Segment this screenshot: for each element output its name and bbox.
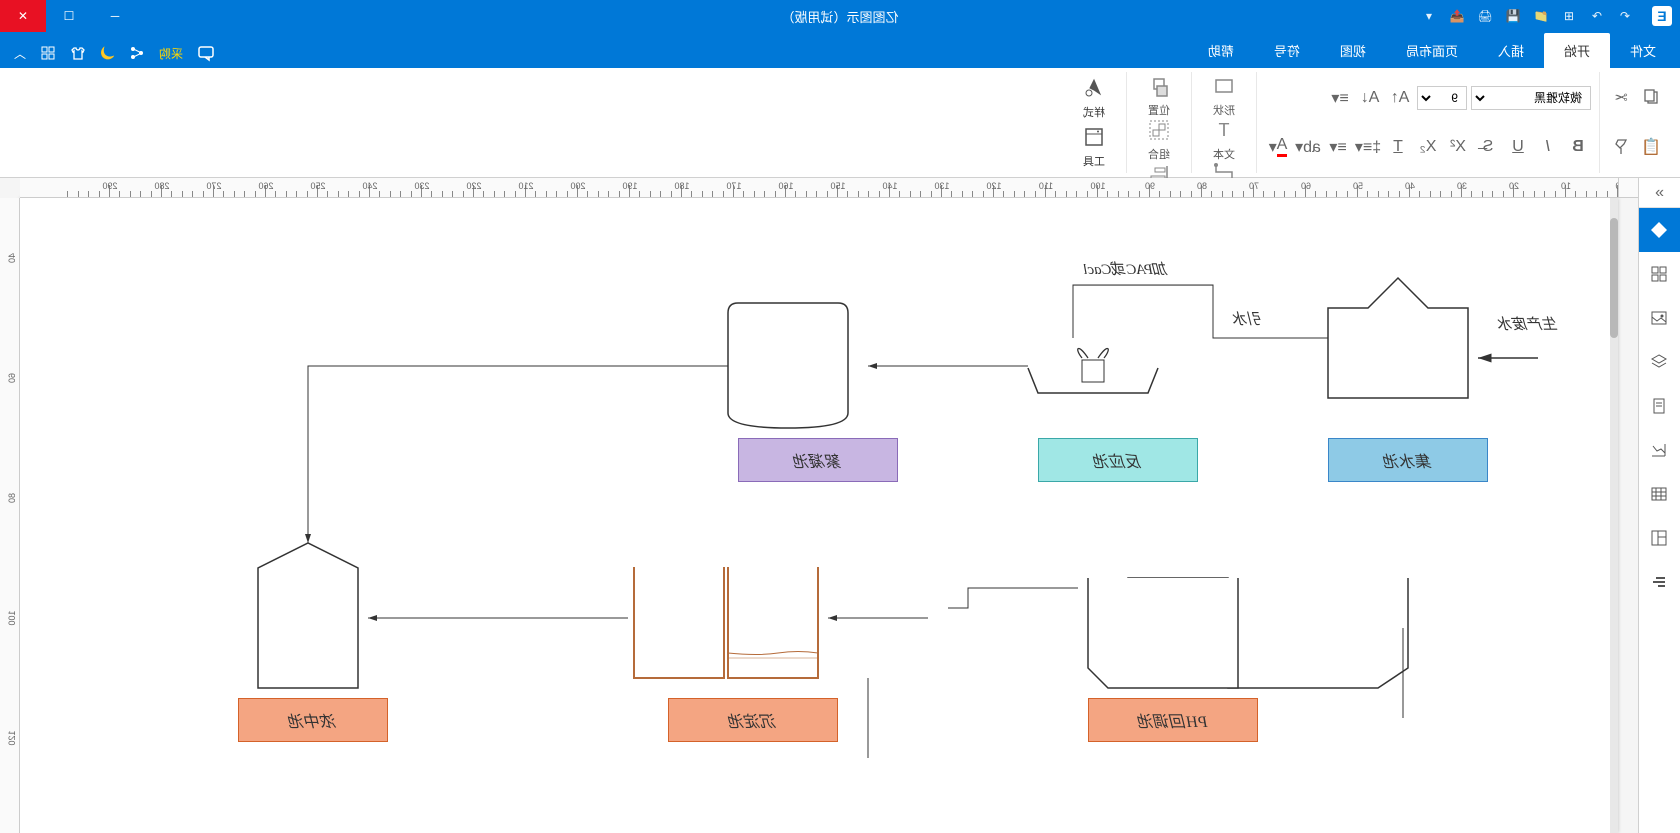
subscript-button[interactable]: X₂ [1415, 134, 1441, 160]
ph-tank-redraw [1088, 578, 1238, 688]
tools-button[interactable]: 工具 [1070, 123, 1118, 172]
close-button[interactable]: ✕ [0, 0, 46, 32]
canvas[interactable]: 生产废水 引水 加PAC或Cacl 集水池 反应池 絮凝池 PH回调池 沉淀池 … [20, 198, 1618, 833]
group-button[interactable]: 组合 [1135, 118, 1183, 162]
collect-tank-shape [1328, 278, 1468, 398]
tab-file[interactable]: 文件 [1610, 33, 1676, 68]
font-name-select[interactable]: 微软雅黑 [1471, 86, 1591, 110]
grid-icon[interactable] [40, 45, 56, 61]
style-button[interactable]: 样式 [1070, 74, 1118, 123]
concentrate-tank-shape [258, 543, 358, 688]
text-button[interactable]: T 文本 [1200, 118, 1248, 162]
reaction-label-box[interactable]: 反应池 [1038, 438, 1198, 482]
textdir-button[interactable]: ab▾ [1295, 134, 1321, 160]
titlebar: E ↶ ↷ ⊞ 📁 💾 🖨 📤 ▾ 亿图图示（试用版） ─ ☐ ✕ [0, 0, 1680, 32]
tab-view[interactable]: 视图 [1320, 33, 1386, 68]
tab-symbol[interactable]: 符号 [1254, 33, 1320, 68]
sidebar-image-button[interactable] [1639, 296, 1680, 340]
tab-insert[interactable]: 插入 [1478, 33, 1544, 68]
underline-button[interactable]: U [1505, 134, 1531, 160]
ph-tank-shape [1128, 578, 1408, 688]
moon-icon[interactable]: 🌙 [100, 46, 115, 60]
sidebar-toggle[interactable]: » [1639, 178, 1680, 208]
superscript-button[interactable]: X² [1445, 134, 1471, 160]
svg-text:T: T [1219, 120, 1230, 140]
ph-to-sediment [948, 588, 1078, 608]
ribbon: ✂ 📋 微软雅黑 9 A↑ A↓ ≡▾ B I U S̶ X² X₂ T̲ ‡≡… [0, 68, 1680, 178]
cut-button[interactable]: ✂ [1608, 85, 1634, 111]
print-icon[interactable]: 🖨 [1476, 7, 1494, 25]
ph-label-box[interactable]: PH回调池 [1088, 698, 1258, 742]
font-size-select[interactable]: 9 [1417, 86, 1467, 110]
new-icon[interactable]: ⊞ [1560, 7, 1578, 25]
collect-to-reaction-line [1213, 285, 1328, 338]
floc-to-concentrate-line [308, 366, 728, 543]
ruler-horizontal: 0102030405060708090100110120130140150160… [20, 178, 1618, 198]
linespace-button[interactable]: ‡≡▾ [1355, 134, 1381, 160]
app-logo: E [1652, 6, 1672, 26]
sediment-tank-shape [634, 568, 818, 678]
export-icon[interactable]: 📤 [1448, 7, 1466, 25]
paste-button[interactable]: 📋 [1638, 134, 1664, 160]
undo-icon[interactable]: ↶ [1616, 7, 1634, 25]
position-button[interactable]: 位置 [1135, 74, 1183, 118]
purchase-button[interactable]: 采购 [159, 45, 183, 62]
strikethrough-button[interactable]: S̶ [1475, 134, 1501, 160]
sidebar-page-button[interactable] [1639, 384, 1680, 428]
ruler-vertical: 406080100120 [0, 198, 20, 833]
format-painter-button[interactable] [1608, 134, 1634, 160]
reaction-basin-shape [1028, 368, 1158, 393]
bold-button[interactable]: B [1565, 134, 1591, 160]
italic-button[interactable]: I [1535, 134, 1561, 160]
flocculation-tank-shape [728, 303, 848, 428]
redo-icon[interactable]: ↷ [1588, 7, 1606, 25]
dropdown-icon[interactable]: ▾ [1420, 7, 1438, 25]
font-decrease-button[interactable]: A↓ [1357, 85, 1383, 111]
sediment-label-box[interactable]: 沉淀池 [668, 698, 838, 742]
tab-help[interactable]: 帮助 [1188, 33, 1254, 68]
menubar: 文件 开始 插入 页面布局 视图 符号 帮助 采购 🌙 ︿ [0, 32, 1680, 68]
sidebar-chart-button[interactable] [1639, 428, 1680, 472]
shape-button[interactable]: 形状 [1200, 74, 1248, 118]
tab-start[interactable]: 开始 [1544, 33, 1610, 68]
comment-icon[interactable] [197, 44, 215, 62]
save-icon[interactable]: 💾 [1504, 7, 1522, 25]
sidebar-floorplan-button[interactable] [1639, 516, 1680, 560]
flocculation-label-box[interactable]: 絮凝池 [738, 438, 898, 482]
additive-label: 加PAC或Cacl [1083, 258, 1168, 279]
concentrate-label-box[interactable]: 浓中池 [238, 698, 388, 742]
tshirt-icon[interactable] [70, 45, 86, 61]
left-sidebar: » [1638, 178, 1680, 833]
main-area: » 01020304050607080901001101201301401501… [0, 178, 1680, 833]
sidebar-shapes-button[interactable] [1639, 208, 1680, 252]
canvas-scrollbar[interactable] [1610, 198, 1618, 833]
fontcolor-button[interactable]: A▾ [1265, 134, 1291, 160]
copy-button[interactable] [1638, 85, 1664, 111]
tab-layout[interactable]: 页面布局 [1386, 33, 1478, 68]
align-button[interactable]: ≡▾ [1327, 85, 1353, 111]
open-icon[interactable]: 📁 [1532, 7, 1550, 25]
canvas-area: 0102030405060708090100110120130140150160… [0, 178, 1638, 833]
minimize-button[interactable]: ─ [92, 0, 138, 32]
mixer-shape [1078, 349, 1109, 382]
window-title: 亿图图示（试用版） [781, 7, 898, 26]
drawwater-label: 引水 [1233, 308, 1263, 329]
ruler-corner [1618, 178, 1638, 198]
inlet-label: 生产废水 [1498, 313, 1558, 334]
maximize-button[interactable]: ☐ [46, 0, 92, 32]
sidebar-table-button[interactable] [1639, 472, 1680, 516]
sidebar-layers-button[interactable] [1639, 340, 1680, 384]
share-icon[interactable] [129, 45, 145, 61]
sidebar-more-button[interactable] [1639, 560, 1680, 604]
font-increase-button[interactable]: A↑ [1387, 85, 1413, 111]
list-button[interactable]: ≡▾ [1325, 134, 1351, 160]
collapse-icon[interactable]: ︿ [14, 45, 26, 62]
collect-label-box[interactable]: 集水池 [1328, 438, 1488, 482]
case-button[interactable]: T̲ [1385, 134, 1411, 160]
sidebar-grid-button[interactable] [1639, 252, 1680, 296]
